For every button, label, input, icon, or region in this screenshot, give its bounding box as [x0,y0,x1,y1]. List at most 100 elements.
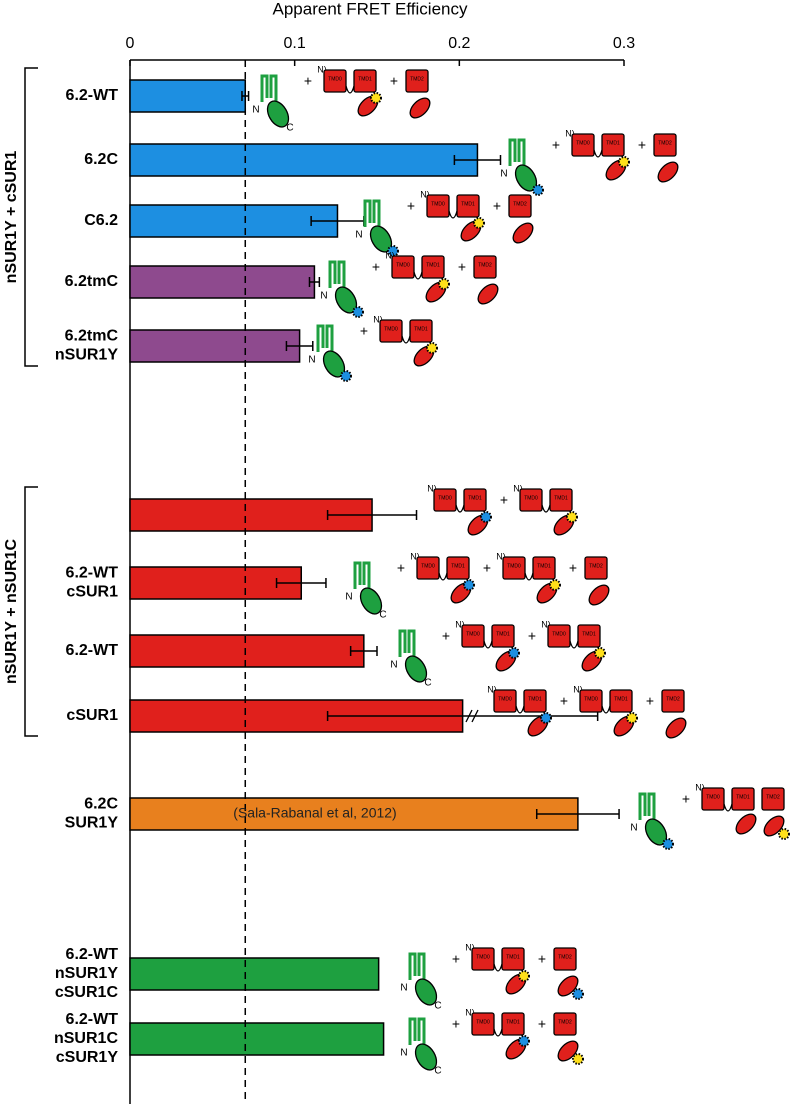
category-label: nSUR1Y [55,347,118,364]
tmd-box [508,194,532,218]
tmd-box [471,947,495,971]
tmd-box [353,69,377,93]
category-label: C6.2 [84,212,118,229]
loop [601,705,611,714]
tmd-box [456,194,480,218]
loop [413,271,423,280]
tmd-label: TMD0 [507,563,521,569]
bar [129,797,579,831]
category-label: 6.2-WT [66,946,119,963]
group-bracket [24,486,38,737]
n-end-label: N) [487,684,497,694]
tmd-box [731,787,755,811]
tmd-box [323,69,347,93]
tmd-label: TMD0 [396,262,410,268]
fluorophore [426,342,438,354]
tmd-box [553,1012,577,1036]
plus: + [458,259,466,275]
n-end-label: N) [465,1007,475,1017]
schematic: N C + N)TMD0 TMD1 + TMD2 [400,942,584,1012]
tmd-box [549,488,573,512]
n-end-label: N) [695,782,705,792]
n-end-label: N) [573,684,583,694]
tmd-box [433,488,457,512]
category-label: cSUR1Y [56,1049,119,1066]
annotation: (Sala-Rabanal et al, 2012) [233,805,396,821]
tmd-label: TMD0 [476,954,490,960]
channel-body [404,655,428,683]
tmd-label: TMD1 [506,954,520,960]
tmd-label: TMD1 [414,326,428,332]
n-label: N [252,105,259,116]
tmd-label: TMD0 [384,326,398,332]
x-tick-label: 0 [126,35,135,52]
n-label: N [400,983,407,994]
tmd-box [609,689,633,713]
channel-tm [353,561,371,589]
tmd-label: TMD1 [468,495,482,501]
tmd-box [416,556,440,580]
n-end-label: N) [465,942,475,952]
fluorophore [508,647,520,659]
n-end-label: N) [385,250,395,260]
tmd-label: TMD0 [328,76,342,82]
channel-tm [408,952,426,980]
plus: + [304,73,312,89]
tmd-label: TMD1 [426,262,440,268]
bar [129,566,303,600]
tmd-label: TMD1 [736,794,750,800]
tmd-box [577,624,601,648]
category-label: cSUR1 [66,584,118,601]
loop [723,803,733,812]
n-label: N [500,169,507,180]
tmd-label: TMD0 [498,696,512,702]
nbd [657,161,679,183]
channel-tm [408,1017,426,1045]
bar [129,634,365,668]
channel-body [359,587,383,615]
tmd-label: TMD0 [438,495,452,501]
axis-break [465,709,473,723]
n-end-label: N) [565,128,575,138]
tmd-label: TMD0 [476,1019,490,1025]
tmd-box [761,787,785,811]
tmd-label: TMD1 [451,563,465,569]
loop [524,572,534,581]
category-label: nSUR1Y [55,965,118,982]
plus: + [372,259,380,275]
n-label: N [355,230,362,241]
loop [448,210,458,219]
tmd-label: TMD1 [582,631,596,637]
c-label: C [434,1001,441,1012]
bar [129,204,339,238]
n-label: N [308,355,315,366]
tmd-label: TMD1 [461,201,475,207]
fluorophore [572,988,584,1000]
tmd-label: TMD2 [513,201,527,207]
tmd-box [532,556,556,580]
tmd-label: TMD2 [478,262,492,268]
schematic: N C + N)TMD0 TMD1 + TMD2 [400,1007,584,1077]
tmd-box [461,624,485,648]
n-end-label: N) [513,483,523,493]
tmd-box [579,689,603,713]
x-axis-title: Apparent FRET Efficiency [273,0,468,18]
loop [438,572,448,581]
tmd-box [405,69,429,93]
category-label: 6.2tmC [65,273,119,290]
tmd-box [426,194,450,218]
group-label: nSUR1Y + cSUR1 [3,151,20,284]
fluorophore [594,647,606,659]
fluorophore [340,370,352,382]
tmd-box [493,689,517,713]
n-label: N [390,660,397,671]
category-label: 6.2C [84,151,118,168]
loop [493,963,503,972]
channel-body [266,100,290,128]
loop [515,705,525,714]
fluorophore [566,511,578,523]
channel-tm [328,260,346,288]
tmd-label: TMD0 [421,563,435,569]
plus: + [560,693,568,709]
loop [493,1028,503,1037]
